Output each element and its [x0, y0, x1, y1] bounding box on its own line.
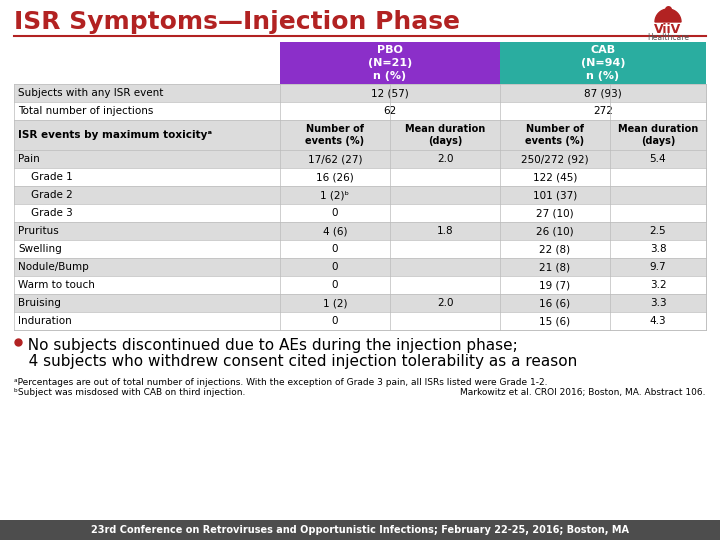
Text: 1 (2): 1 (2) [323, 298, 347, 308]
Text: Bruising: Bruising [18, 298, 61, 308]
Text: Total number of injections: Total number of injections [18, 106, 153, 116]
Bar [14, 150, 706, 168]
Text: 16 (26): 16 (26) [316, 172, 354, 182]
Text: Nodule/Bump: Nodule/Bump [18, 262, 89, 272]
Text: Pruritus: Pruritus [18, 226, 59, 236]
Text: ᵇSubject was misdosed with CAB on third injection.: ᵇSubject was misdosed with CAB on third … [14, 388, 246, 397]
Text: 0: 0 [332, 316, 338, 326]
Text: Number of
events (%): Number of events (%) [526, 124, 585, 146]
Text: 17/62 (27): 17/62 (27) [307, 154, 362, 164]
Text: Induration: Induration [18, 316, 72, 326]
Text: Mean duration
(days): Mean duration (days) [405, 124, 485, 146]
Text: 2.0: 2.0 [437, 298, 454, 308]
Text: 12 (57): 12 (57) [371, 88, 409, 98]
Bar [500, 42, 706, 84]
Text: 26 (10): 26 (10) [536, 226, 574, 236]
Bar [14, 222, 706, 240]
Text: Grade 3: Grade 3 [18, 208, 73, 218]
Bar [14, 294, 706, 312]
Bar [280, 42, 500, 84]
Text: ISR Symptoms—Injection Phase: ISR Symptoms—Injection Phase [14, 10, 460, 34]
Polygon shape [655, 9, 681, 22]
Text: ViiV: ViiV [654, 23, 682, 36]
Text: 4 (6): 4 (6) [323, 226, 347, 236]
Bar [14, 120, 706, 150]
Text: Number of
events (%): Number of events (%) [305, 124, 364, 146]
Text: 23rd Conference on Retroviruses and Opportunistic Infections; February 22-25, 20: 23rd Conference on Retroviruses and Oppo… [91, 525, 629, 535]
Text: 87 (93): 87 (93) [584, 88, 622, 98]
Text: Pain: Pain [18, 154, 40, 164]
Bar [14, 204, 706, 222]
Text: 0: 0 [332, 280, 338, 290]
Bar [14, 312, 706, 330]
Text: Subjects with any ISR event: Subjects with any ISR event [18, 88, 163, 98]
Bar [14, 258, 706, 276]
Text: 1 (2)ᵇ: 1 (2)ᵇ [320, 190, 349, 200]
Text: 0: 0 [332, 244, 338, 254]
Text: 15 (6): 15 (6) [539, 316, 570, 326]
Text: 1.8: 1.8 [437, 226, 454, 236]
Text: 0: 0 [332, 262, 338, 272]
Text: 250/272 (92): 250/272 (92) [521, 154, 589, 164]
Text: 101 (37): 101 (37) [533, 190, 577, 200]
Text: ISR events by maximum toxicityᵃ: ISR events by maximum toxicityᵃ [18, 130, 212, 140]
Text: Markowitz et al. CROI 2016; Boston, MA. Abstract 106.: Markowitz et al. CROI 2016; Boston, MA. … [461, 388, 706, 397]
Text: 0: 0 [332, 208, 338, 218]
Text: 2.0: 2.0 [437, 154, 454, 164]
Text: 22 (8): 22 (8) [539, 244, 570, 254]
Text: Grade 1: Grade 1 [18, 172, 73, 182]
Bar [14, 102, 706, 120]
Text: 272: 272 [593, 106, 613, 116]
Bar [14, 186, 706, 204]
Text: 19 (7): 19 (7) [539, 280, 570, 290]
Text: 62: 62 [383, 106, 397, 116]
Text: 3.8: 3.8 [649, 244, 666, 254]
Text: • No subjects discontinued due to AEs during the injection phase;: • No subjects discontinued due to AEs du… [14, 338, 518, 353]
Text: 4.3: 4.3 [649, 316, 666, 326]
Text: PBO
(N=21)
n (%): PBO (N=21) n (%) [368, 45, 412, 81]
Text: 16 (6): 16 (6) [539, 298, 570, 308]
Bar [14, 240, 706, 258]
Text: 21 (8): 21 (8) [539, 262, 570, 272]
Text: Warm to touch: Warm to touch [18, 280, 95, 290]
Text: 5.4: 5.4 [649, 154, 666, 164]
Text: 27 (10): 27 (10) [536, 208, 574, 218]
Text: Healthcare: Healthcare [647, 33, 689, 42]
Text: 3.3: 3.3 [649, 298, 666, 308]
Text: 4 subjects who withdrew consent cited injection tolerability as a reason: 4 subjects who withdrew consent cited in… [14, 354, 577, 369]
Bar [0, 520, 720, 540]
Text: ᵃPercentages are out of total number of injections. With the exception of Grade : ᵃPercentages are out of total number of … [14, 378, 547, 387]
Bar [14, 84, 706, 102]
Text: CAB
(N=94)
n (%): CAB (N=94) n (%) [581, 45, 625, 81]
Bar [14, 276, 706, 294]
Bar [14, 168, 706, 186]
Text: Swelling: Swelling [18, 244, 62, 254]
Text: 2.5: 2.5 [649, 226, 666, 236]
Text: 3.2: 3.2 [649, 280, 666, 290]
Text: 122 (45): 122 (45) [533, 172, 577, 182]
Text: Mean duration
(days): Mean duration (days) [618, 124, 698, 146]
Text: 9.7: 9.7 [649, 262, 666, 272]
Text: Grade 2: Grade 2 [18, 190, 73, 200]
